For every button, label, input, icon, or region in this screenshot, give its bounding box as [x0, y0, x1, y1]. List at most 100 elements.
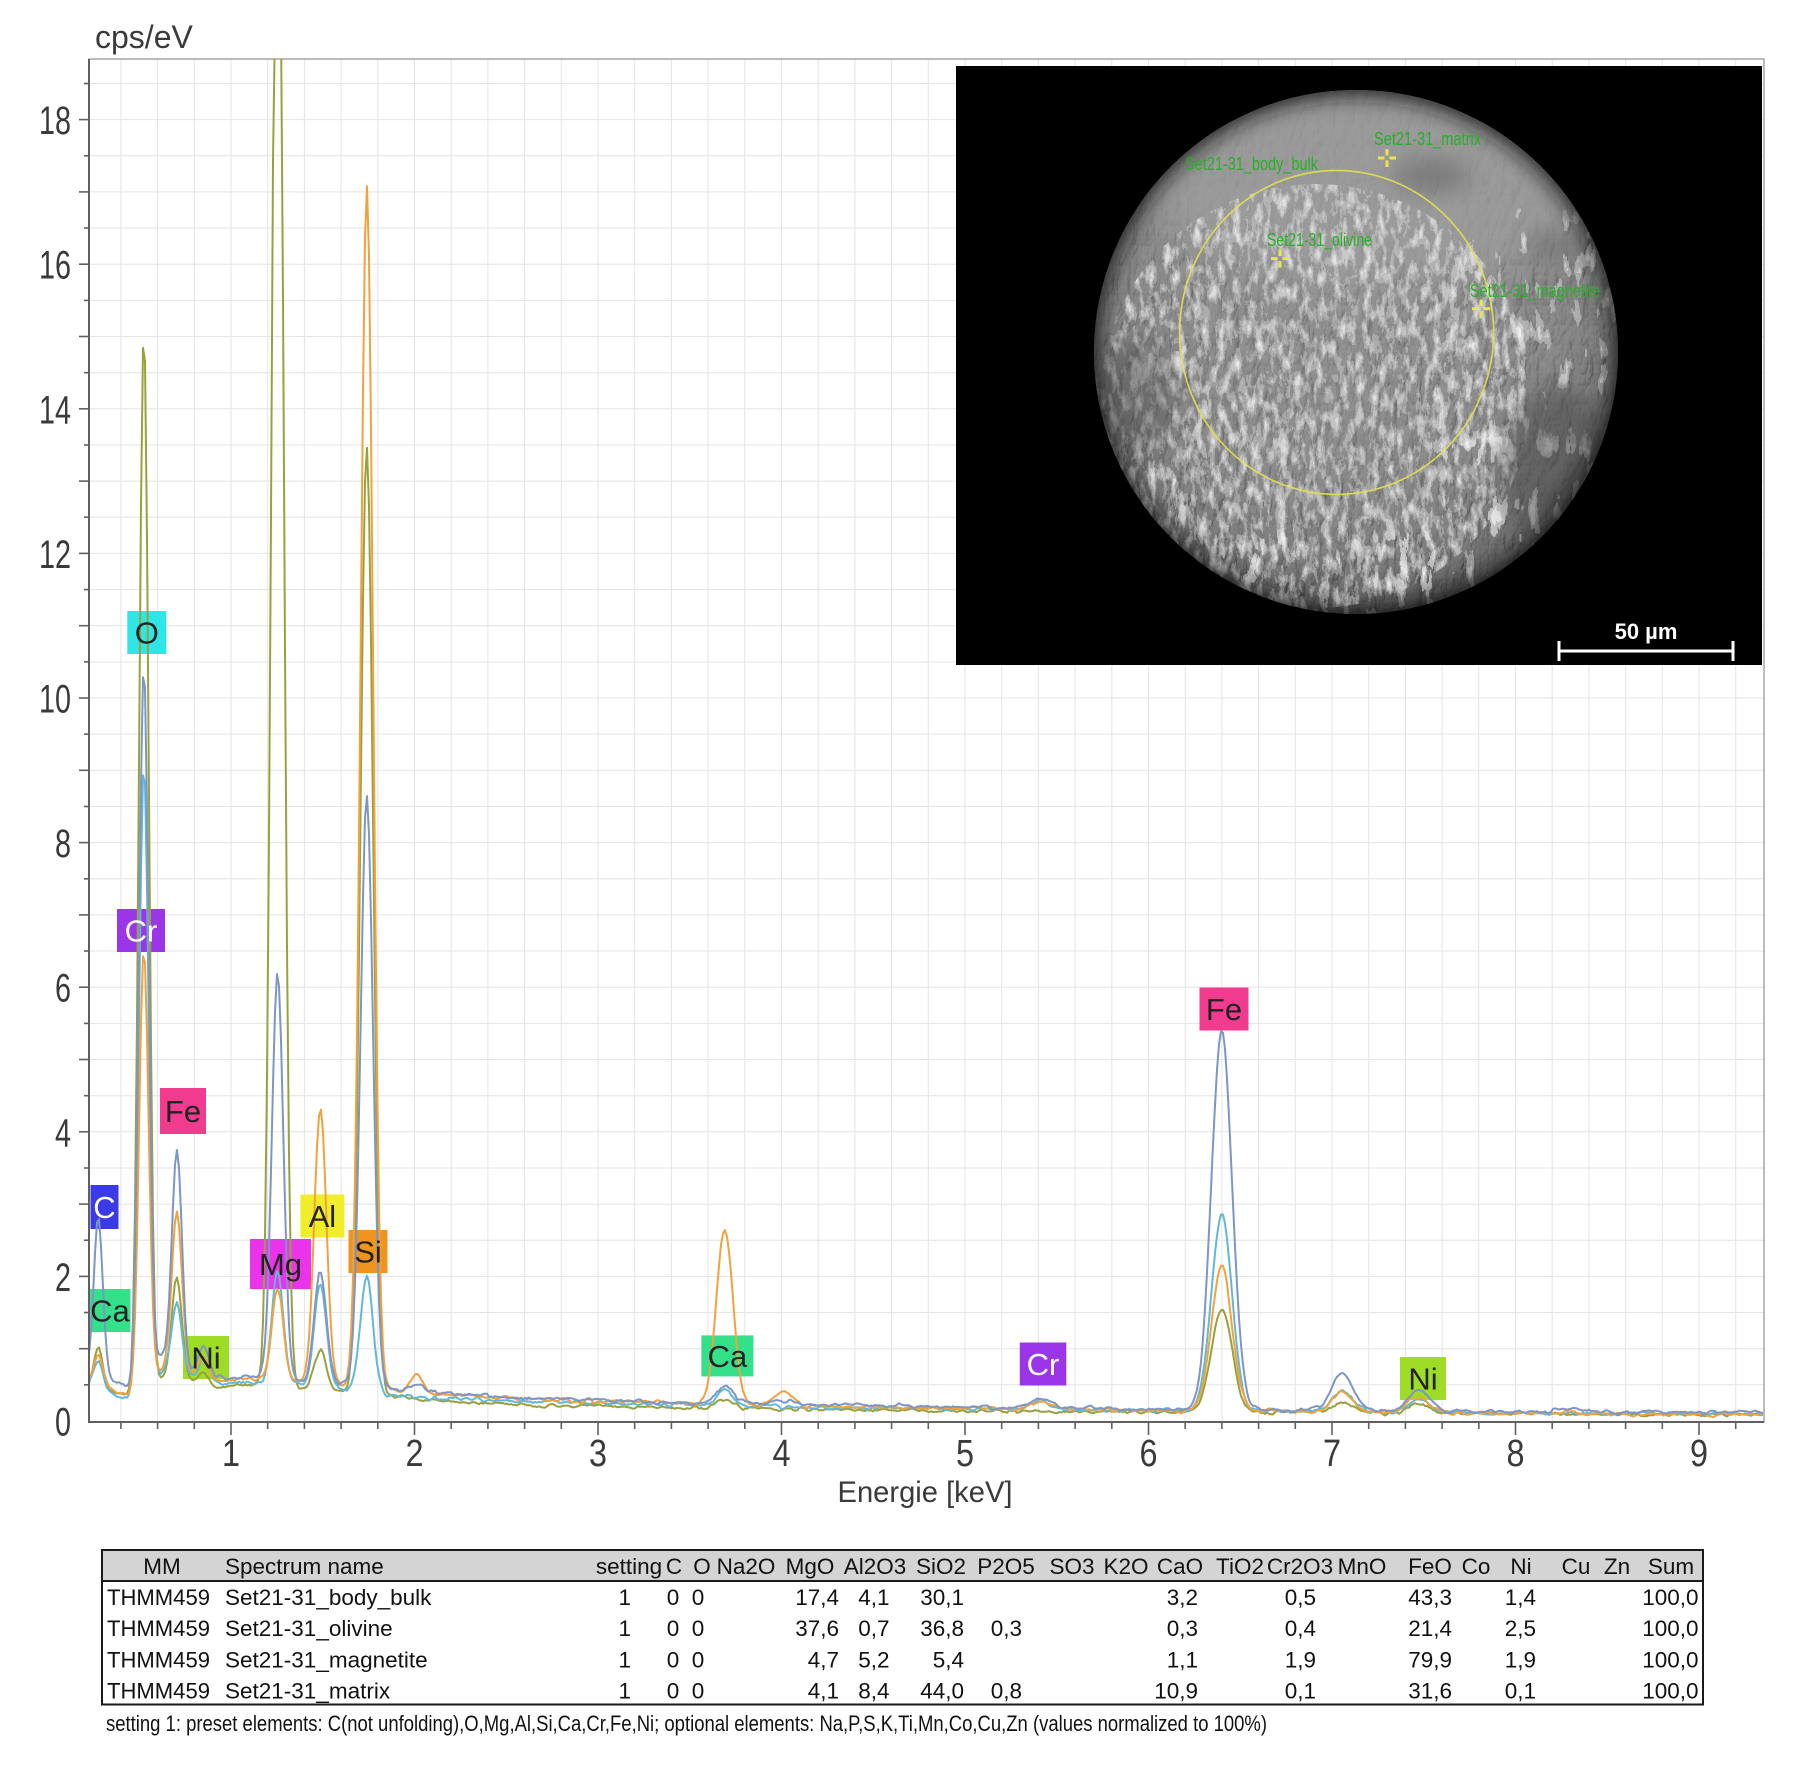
svg-text:Set21-31_olivine: Set21-31_olivine — [1267, 230, 1372, 251]
svg-text:10,9: 10,9 — [1154, 1679, 1198, 1704]
svg-text:0: 0 — [667, 1679, 680, 1704]
svg-text:Set21-31_body_bulk: Set21-31_body_bulk — [225, 1585, 432, 1610]
svg-text:Set21-31_olivine: Set21-31_olivine — [225, 1616, 393, 1641]
svg-text:MM: MM — [143, 1554, 181, 1579]
svg-text:TiO2: TiO2 — [1216, 1554, 1264, 1579]
svg-text:100,0: 100,0 — [1642, 1679, 1698, 1704]
svg-text:5,2: 5,2 — [858, 1647, 889, 1672]
svg-text:0,3: 0,3 — [991, 1616, 1022, 1641]
svg-text:8: 8 — [55, 822, 71, 866]
svg-text:SO3: SO3 — [1049, 1554, 1094, 1579]
svg-text:setting: setting — [596, 1554, 662, 1579]
svg-text:0: 0 — [667, 1616, 680, 1641]
svg-text:Cr: Cr — [125, 914, 158, 949]
svg-text:THMM459: THMM459 — [107, 1647, 210, 1672]
svg-text:Cu: Cu — [1562, 1554, 1591, 1579]
svg-text:0: 0 — [692, 1585, 705, 1610]
svg-text:5: 5 — [956, 1433, 974, 1475]
svg-text:Mg: Mg — [259, 1247, 302, 1282]
svg-text:0: 0 — [692, 1647, 705, 1672]
svg-text:Co: Co — [1462, 1554, 1491, 1579]
svg-text:SiO2: SiO2 — [916, 1554, 966, 1579]
svg-text:6: 6 — [55, 967, 71, 1011]
svg-text:50 µm: 50 µm — [1615, 619, 1678, 644]
svg-text:8: 8 — [1507, 1433, 1525, 1475]
svg-text:100,0: 100,0 — [1642, 1616, 1698, 1641]
svg-text:17,4: 17,4 — [795, 1585, 839, 1610]
svg-text:O: O — [135, 616, 159, 651]
svg-text:9: 9 — [1690, 1433, 1708, 1475]
svg-text:100,0: 100,0 — [1642, 1585, 1698, 1610]
svg-text:setting 1: preset elements: C(: setting 1: preset elements: C(not unfold… — [106, 1711, 1267, 1736]
svg-text:Set21-31_body_bulk: Set21-31_body_bulk — [1185, 154, 1319, 175]
svg-text:2: 2 — [406, 1433, 424, 1475]
svg-text:4,1: 4,1 — [808, 1679, 839, 1704]
svg-text:8,4: 8,4 — [858, 1679, 889, 1704]
svg-text:1: 1 — [618, 1585, 631, 1610]
svg-text:Ca: Ca — [708, 1339, 748, 1374]
svg-text:Cr: Cr — [1027, 1347, 1060, 1382]
svg-text:1,4: 1,4 — [1505, 1585, 1536, 1610]
svg-text:0: 0 — [55, 1401, 71, 1445]
svg-text:18: 18 — [39, 99, 71, 143]
svg-text:12: 12 — [39, 533, 71, 577]
svg-text:P2O5: P2O5 — [977, 1554, 1035, 1579]
svg-text:0,4: 0,4 — [1285, 1616, 1316, 1641]
svg-text:K2O: K2O — [1103, 1554, 1148, 1579]
svg-text:Sum: Sum — [1648, 1554, 1694, 1579]
svg-text:21,4: 21,4 — [1408, 1616, 1452, 1641]
svg-text:5,4: 5,4 — [933, 1647, 964, 1672]
svg-text:44,0: 44,0 — [920, 1679, 964, 1704]
svg-text:30,1: 30,1 — [920, 1585, 964, 1610]
svg-text:O: O — [693, 1554, 711, 1579]
svg-text:Energie [keV]: Energie [keV] — [838, 1476, 1013, 1509]
svg-text:1,9: 1,9 — [1505, 1647, 1536, 1672]
svg-text:0,1: 0,1 — [1505, 1679, 1536, 1704]
svg-text:Cr2O3: Cr2O3 — [1267, 1554, 1333, 1579]
svg-text:100,0: 100,0 — [1642, 1647, 1698, 1672]
svg-text:7: 7 — [1323, 1433, 1341, 1475]
svg-text:Si: Si — [354, 1235, 382, 1270]
svg-text:1: 1 — [618, 1679, 631, 1704]
svg-text:Fe: Fe — [165, 1094, 201, 1129]
svg-text:Ni: Ni — [1408, 1362, 1437, 1397]
svg-text:Set21-31_magnetite: Set21-31_magnetite — [225, 1647, 428, 1672]
svg-text:10: 10 — [39, 678, 71, 722]
svg-text:1: 1 — [618, 1647, 631, 1672]
svg-text:6: 6 — [1140, 1433, 1158, 1475]
svg-text:0: 0 — [667, 1647, 680, 1672]
svg-text:1: 1 — [222, 1433, 240, 1475]
svg-text:16: 16 — [39, 244, 71, 288]
svg-text:3,2: 3,2 — [1167, 1585, 1198, 1610]
svg-text:Ca: Ca — [90, 1294, 130, 1329]
svg-text:Set21-31_matrix: Set21-31_matrix — [225, 1679, 391, 1704]
svg-text:14: 14 — [39, 388, 71, 432]
svg-text:THMM459: THMM459 — [107, 1679, 210, 1704]
svg-text:0: 0 — [667, 1585, 680, 1610]
svg-text:Spectrum name: Spectrum name — [225, 1554, 384, 1579]
svg-text:Na2O: Na2O — [717, 1554, 776, 1579]
svg-text:Al: Al — [309, 1199, 337, 1234]
svg-text:THMM459: THMM459 — [107, 1585, 210, 1610]
svg-text:1,1: 1,1 — [1167, 1647, 1198, 1672]
svg-text:37,6: 37,6 — [795, 1616, 839, 1641]
svg-text:Set21-31_matrix: Set21-31_matrix — [1374, 129, 1481, 150]
svg-text:1: 1 — [618, 1616, 631, 1641]
svg-text:Set21-31_magnetite: Set21-31_magnetite — [1470, 281, 1600, 302]
svg-text:0,7: 0,7 — [858, 1616, 889, 1641]
svg-text:FeO: FeO — [1408, 1554, 1452, 1579]
svg-text:0,3: 0,3 — [1167, 1616, 1198, 1641]
svg-text:43,3: 43,3 — [1408, 1585, 1452, 1610]
svg-text:C: C — [93, 1190, 115, 1225]
svg-text:cps/eV: cps/eV — [95, 19, 193, 55]
svg-text:0,1: 0,1 — [1285, 1679, 1316, 1704]
svg-text:0: 0 — [692, 1679, 705, 1704]
svg-text:79,9: 79,9 — [1408, 1647, 1452, 1672]
svg-text:3: 3 — [589, 1433, 607, 1475]
svg-text:0: 0 — [692, 1616, 705, 1641]
svg-text:31,6: 31,6 — [1408, 1679, 1452, 1704]
svg-text:4: 4 — [55, 1111, 71, 1155]
svg-text:MnO: MnO — [1338, 1554, 1387, 1579]
svg-text:2: 2 — [55, 1256, 71, 1300]
svg-text:MgO: MgO — [786, 1554, 835, 1579]
